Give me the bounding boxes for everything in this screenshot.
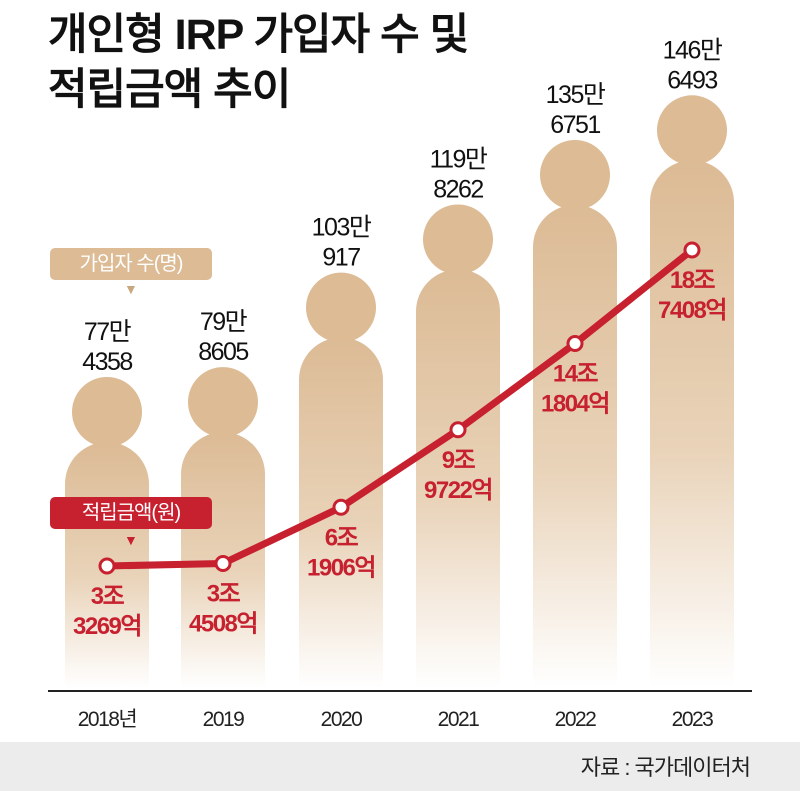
arrow-down-icon: ▼	[124, 281, 138, 297]
figure-head	[72, 377, 142, 447]
amount-data-label: 1804억	[541, 391, 609, 418]
figure-body-bar	[650, 160, 734, 689]
x-tick-label: 2018년	[78, 708, 137, 731]
amount-point	[98, 557, 116, 575]
figure-body-bar	[533, 204, 617, 688]
x-tick-label: 2020	[321, 708, 363, 731]
amount-data-label: 4508억	[189, 610, 257, 637]
subscriber-data-label: 4358	[82, 348, 132, 376]
amount-data-label: 18조	[670, 267, 716, 294]
subscriber-data-label: 8605	[198, 338, 248, 366]
figure-head	[657, 95, 727, 166]
x-tick-label: 2021	[438, 708, 480, 731]
subscriber-data-label: 77만	[84, 318, 132, 346]
figure-head	[540, 139, 610, 210]
amount-data-label: 3269억	[73, 613, 141, 640]
subscriber-data-label: 119만	[430, 145, 488, 173]
legend-subscribers: 가입자 수(명)	[50, 248, 212, 280]
subscriber-data-label: 103만	[312, 214, 372, 242]
amount-data-label: 6조	[325, 524, 359, 551]
amount-data-label: 9722억	[424, 477, 492, 504]
subscriber-data-label: 135만	[546, 81, 606, 109]
x-tick-label: 2023	[672, 708, 714, 731]
figure-head	[423, 204, 493, 275]
x-tick-label: 2022	[555, 708, 597, 731]
amount-data-label: 3조	[91, 583, 125, 610]
arrow-down-icon: ▼	[124, 532, 138, 548]
amount-data-label: 1906억	[307, 554, 375, 581]
figure-head	[306, 272, 376, 343]
source-note: 자료 : 국가데이터처	[580, 755, 751, 780]
x-tick-label: 2019	[203, 708, 245, 731]
legend-amount: 적립금액(원)	[50, 497, 212, 529]
footer: 자료 : 국가데이터처	[0, 742, 800, 791]
amount-point	[449, 421, 467, 439]
subscriber-data-label: 8262	[433, 175, 483, 203]
amount-point	[214, 554, 232, 572]
subscriber-data-label: 146만	[663, 36, 723, 64]
amount-data-label: 9조	[442, 447, 476, 474]
title-line-2: 적립금액 추이	[48, 66, 291, 114]
amount-data-label: 3조	[207, 580, 241, 607]
title-line-1: 개인형 IRP 가입자 수 및	[48, 11, 469, 59]
amount-point	[683, 241, 701, 259]
figure-head	[188, 367, 258, 438]
amount-data-label: 14조	[553, 361, 599, 388]
subscriber-data-label: 79만	[200, 308, 248, 336]
amount-point	[332, 498, 350, 516]
subscriber-data-label: 6493	[667, 66, 717, 94]
figure-body-bar	[416, 269, 500, 688]
subscriber-data-label: 917	[322, 244, 360, 272]
amount-data-label: 7408억	[658, 297, 726, 324]
amount-point	[566, 335, 584, 353]
chart-title: 개인형 IRP 가입자 수 및 적립금액 추이	[48, 8, 469, 118]
amount-line	[106, 247, 695, 570]
subscriber-data-label: 6751	[550, 111, 600, 139]
